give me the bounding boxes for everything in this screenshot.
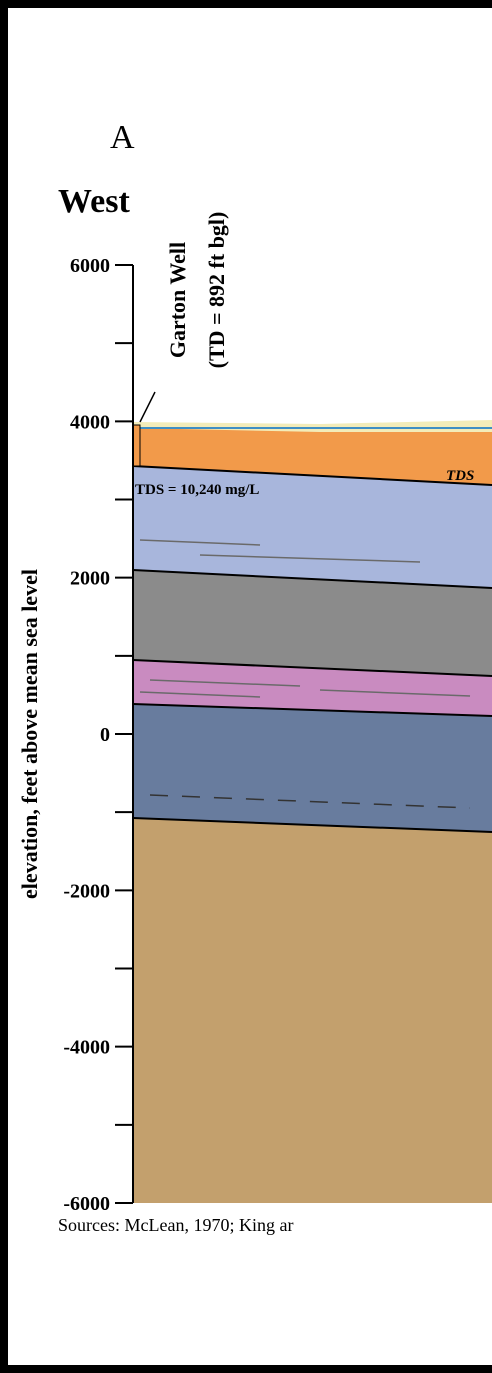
y-axis-label: elevation, feet above mean sea level: [17, 569, 42, 899]
page: A West Garton Well (TD = 892 ft bgl) TDS…: [0, 0, 492, 1373]
y-tick-label: -4000: [63, 1037, 110, 1059]
y-tick-label: 4000: [70, 411, 110, 433]
well: [133, 425, 140, 466]
layer-dark-blue: [133, 704, 492, 832]
tds-note: TDS: [446, 468, 474, 484]
y-tick-label: 0: [100, 724, 110, 746]
well-name: Garton Well: [165, 242, 190, 358]
y-tick-label: -2000: [63, 880, 110, 902]
y-tick-label: 2000: [70, 568, 110, 590]
cross-section: A West Garton Well (TD = 892 ft bgl) TDS…: [0, 0, 492, 1373]
direction: West: [58, 183, 130, 220]
y-tick-label: -6000: [63, 1193, 110, 1215]
y-tick-label: 6000: [70, 255, 110, 277]
well-depth: (TD = 892 ft bgl): [204, 212, 229, 369]
sources: Sources: McLean, 1970; King ar: [58, 1215, 293, 1235]
layer-tan: [133, 818, 492, 1203]
well-tds: TDS = 10,240 mg/L: [135, 482, 259, 498]
panel-label: A: [110, 119, 135, 156]
